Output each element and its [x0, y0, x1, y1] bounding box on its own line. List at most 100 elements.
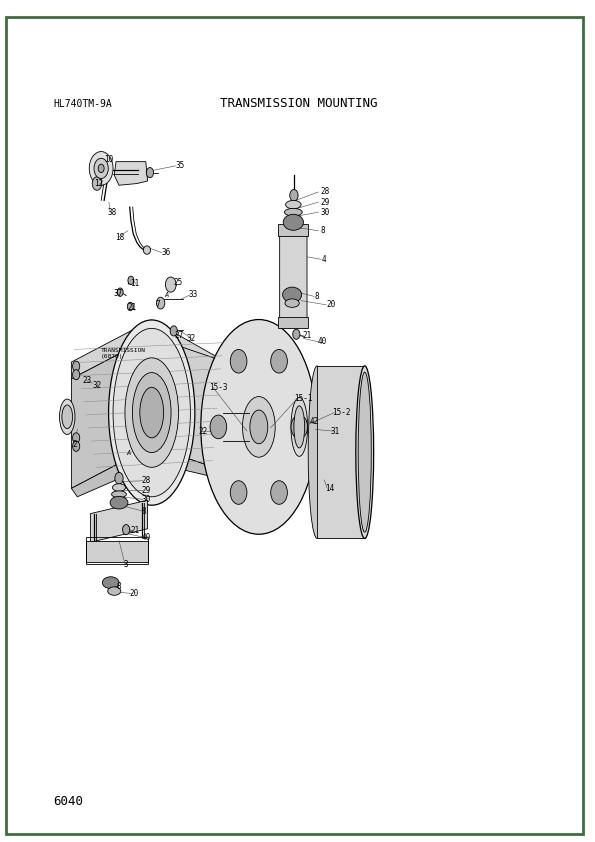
Bar — [278, 317, 308, 328]
Circle shape — [146, 168, 154, 178]
Text: 8: 8 — [141, 507, 146, 515]
Text: 11: 11 — [130, 280, 139, 288]
Circle shape — [89, 152, 113, 185]
Circle shape — [230, 481, 247, 504]
Text: 6040: 6040 — [54, 795, 83, 808]
Circle shape — [271, 349, 287, 373]
Ellipse shape — [109, 320, 195, 505]
Text: A: A — [164, 291, 168, 298]
Circle shape — [123, 525, 130, 535]
Text: 12: 12 — [94, 179, 104, 188]
Text: 40: 40 — [142, 533, 151, 541]
Text: 3: 3 — [123, 560, 128, 568]
Text: 28: 28 — [141, 477, 151, 485]
Ellipse shape — [284, 208, 302, 216]
Circle shape — [73, 361, 80, 371]
Polygon shape — [90, 500, 148, 542]
Circle shape — [117, 288, 123, 296]
Text: 21: 21 — [302, 331, 312, 339]
Text: 18: 18 — [115, 233, 124, 242]
Bar — [86, 537, 148, 564]
Text: 31: 31 — [330, 427, 340, 435]
Circle shape — [92, 177, 102, 190]
Circle shape — [290, 189, 298, 201]
Ellipse shape — [132, 372, 171, 453]
Text: 32: 32 — [92, 381, 102, 390]
Ellipse shape — [140, 387, 164, 438]
Text: 23: 23 — [82, 376, 92, 385]
Polygon shape — [317, 365, 365, 539]
Text: 8: 8 — [320, 226, 325, 235]
Circle shape — [73, 433, 80, 443]
Ellipse shape — [250, 410, 268, 444]
Text: TRANSMISSION MOUNTING: TRANSMISSION MOUNTING — [220, 97, 378, 110]
Polygon shape — [280, 229, 307, 327]
Text: 8: 8 — [314, 292, 319, 301]
Text: 29: 29 — [141, 486, 151, 494]
Ellipse shape — [62, 405, 73, 429]
Polygon shape — [71, 337, 152, 488]
Circle shape — [73, 370, 80, 380]
Circle shape — [98, 164, 104, 173]
Text: 28: 28 — [320, 188, 330, 196]
Circle shape — [115, 472, 123, 484]
Text: 36: 36 — [162, 248, 171, 257]
Text: 8: 8 — [117, 583, 121, 591]
Ellipse shape — [60, 399, 75, 434]
Ellipse shape — [358, 372, 371, 532]
Ellipse shape — [294, 406, 305, 448]
Text: 2: 2 — [72, 440, 77, 449]
Ellipse shape — [308, 365, 326, 539]
Bar — [278, 224, 308, 236]
Text: 14: 14 — [325, 484, 335, 493]
Circle shape — [210, 415, 227, 439]
Text: 27: 27 — [175, 331, 184, 339]
Text: 37: 37 — [114, 290, 123, 298]
Text: 20: 20 — [130, 589, 139, 598]
Ellipse shape — [112, 484, 126, 492]
Ellipse shape — [102, 577, 119, 589]
Text: 30: 30 — [141, 495, 151, 504]
Text: 40: 40 — [317, 338, 327, 346]
Ellipse shape — [112, 491, 127, 498]
Polygon shape — [71, 320, 226, 379]
Text: 15-3: 15-3 — [209, 383, 228, 392]
Circle shape — [230, 349, 247, 373]
Text: 25: 25 — [173, 278, 183, 286]
Bar — [86, 541, 148, 562]
Text: 7: 7 — [156, 301, 161, 309]
Ellipse shape — [356, 365, 374, 539]
Circle shape — [156, 297, 165, 309]
Circle shape — [128, 276, 134, 285]
Ellipse shape — [201, 320, 317, 535]
Ellipse shape — [125, 358, 178, 467]
Polygon shape — [152, 337, 226, 472]
Text: 29: 29 — [320, 198, 330, 206]
Ellipse shape — [108, 587, 121, 595]
Text: 38: 38 — [107, 208, 117, 216]
Ellipse shape — [286, 200, 301, 209]
Text: 30: 30 — [320, 208, 330, 216]
Ellipse shape — [243, 397, 275, 457]
Text: A: A — [126, 450, 130, 456]
Text: 10: 10 — [104, 156, 114, 164]
Circle shape — [170, 326, 177, 336]
Circle shape — [291, 415, 308, 439]
Circle shape — [94, 158, 108, 179]
Circle shape — [271, 481, 287, 504]
Circle shape — [127, 302, 133, 311]
Ellipse shape — [291, 397, 308, 456]
Text: 35: 35 — [176, 162, 185, 170]
Circle shape — [293, 329, 300, 339]
Ellipse shape — [110, 496, 128, 509]
Ellipse shape — [283, 215, 303, 231]
Text: 21: 21 — [127, 303, 137, 312]
Circle shape — [165, 277, 176, 292]
Text: 15-2: 15-2 — [332, 408, 350, 417]
Ellipse shape — [283, 287, 302, 302]
Ellipse shape — [143, 246, 151, 254]
Text: TRANSMISSION
(6070): TRANSMISSION (6070) — [101, 348, 146, 359]
Text: 42: 42 — [309, 417, 319, 425]
Text: 20: 20 — [326, 301, 336, 309]
Text: 4: 4 — [321, 255, 326, 264]
